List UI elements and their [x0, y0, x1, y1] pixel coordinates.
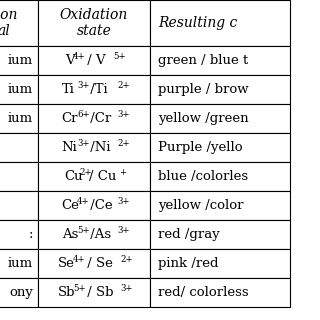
Text: 2+: 2+	[121, 255, 133, 264]
Text: / Sb: / Sb	[83, 286, 113, 299]
Text: Cu: Cu	[64, 170, 83, 183]
Bar	[150, 104, 290, 133]
Bar	[38, 46, 150, 75]
Text: /Ni: /Ni	[86, 141, 111, 154]
Bar	[150, 278, 290, 307]
Text: Se: Se	[58, 257, 75, 270]
Text: 3+: 3+	[117, 110, 130, 119]
Bar	[0, 104, 38, 133]
Bar	[38, 104, 150, 133]
Bar	[0, 278, 38, 307]
Text: / V: / V	[83, 54, 105, 67]
Text: V: V	[65, 54, 75, 67]
Text: +: +	[119, 168, 126, 177]
Bar	[38, 0, 150, 46]
Text: 2+: 2+	[117, 139, 130, 148]
Text: Ce: Ce	[62, 199, 79, 212]
Text: /Ce: /Ce	[86, 199, 113, 212]
Text: :: :	[28, 228, 33, 241]
Text: purple / brow: purple / brow	[158, 83, 249, 96]
Text: 3+: 3+	[77, 81, 89, 90]
Bar	[38, 220, 150, 249]
Text: 5+: 5+	[113, 52, 126, 61]
Bar	[0, 191, 38, 220]
Text: 2+: 2+	[79, 168, 92, 177]
Bar	[38, 133, 150, 162]
Bar	[38, 278, 150, 307]
Text: ium: ium	[8, 83, 33, 96]
Text: pink /red: pink /red	[158, 257, 219, 270]
Bar	[0, 220, 38, 249]
Text: /As: /As	[86, 228, 111, 241]
Bar	[150, 249, 290, 278]
Bar	[0, 249, 38, 278]
Text: Cr: Cr	[62, 112, 78, 125]
Text: As: As	[62, 228, 78, 241]
Bar	[38, 191, 150, 220]
Bar	[150, 162, 290, 191]
Text: ony: ony	[9, 286, 33, 299]
Text: Resulting c: Resulting c	[158, 16, 237, 30]
Text: /Ti: /Ti	[86, 83, 108, 96]
Bar	[150, 46, 290, 75]
Text: 2+: 2+	[117, 81, 130, 90]
Text: red/ colorless: red/ colorless	[158, 286, 249, 299]
Bar	[38, 162, 150, 191]
Bar	[0, 46, 38, 75]
Text: 3+: 3+	[121, 284, 133, 293]
Text: /Cr: /Cr	[86, 112, 112, 125]
Text: 4+: 4+	[73, 255, 86, 264]
Text: Ni: Ni	[62, 141, 77, 154]
Bar	[150, 0, 290, 46]
Text: / Se: / Se	[83, 257, 112, 270]
Text: 6+: 6+	[77, 110, 90, 119]
Bar	[0, 133, 38, 162]
Text: 3+: 3+	[117, 197, 130, 206]
Bar	[150, 75, 290, 104]
Text: ium: ium	[8, 112, 33, 125]
Bar	[0, 75, 38, 104]
Text: blue /colorles: blue /colorles	[158, 170, 248, 183]
Text: 4+: 4+	[73, 52, 86, 61]
Text: / Cu: / Cu	[89, 170, 116, 183]
Text: tion
al: tion al	[0, 8, 18, 38]
Text: 5+: 5+	[77, 226, 90, 235]
Bar	[150, 191, 290, 220]
Text: Purple /yello: Purple /yello	[158, 141, 243, 154]
Bar	[0, 162, 38, 191]
Text: green / blue t: green / blue t	[158, 54, 248, 67]
Bar	[150, 220, 290, 249]
Bar	[150, 133, 290, 162]
Bar	[38, 249, 150, 278]
Text: 5+: 5+	[73, 284, 86, 293]
Text: yellow /green: yellow /green	[158, 112, 249, 125]
Text: 3+: 3+	[117, 226, 130, 235]
Bar	[0, 0, 38, 46]
Text: Ti: Ti	[62, 83, 75, 96]
Text: Oxidation
state: Oxidation state	[60, 8, 128, 38]
Text: Sb: Sb	[58, 286, 75, 299]
Text: 3+: 3+	[77, 139, 89, 148]
Bar	[38, 75, 150, 104]
Text: yellow /color: yellow /color	[158, 199, 244, 212]
Text: ium: ium	[8, 257, 33, 270]
Text: 4+: 4+	[77, 197, 90, 206]
Text: ium: ium	[8, 54, 33, 67]
Text: red /gray: red /gray	[158, 228, 220, 241]
